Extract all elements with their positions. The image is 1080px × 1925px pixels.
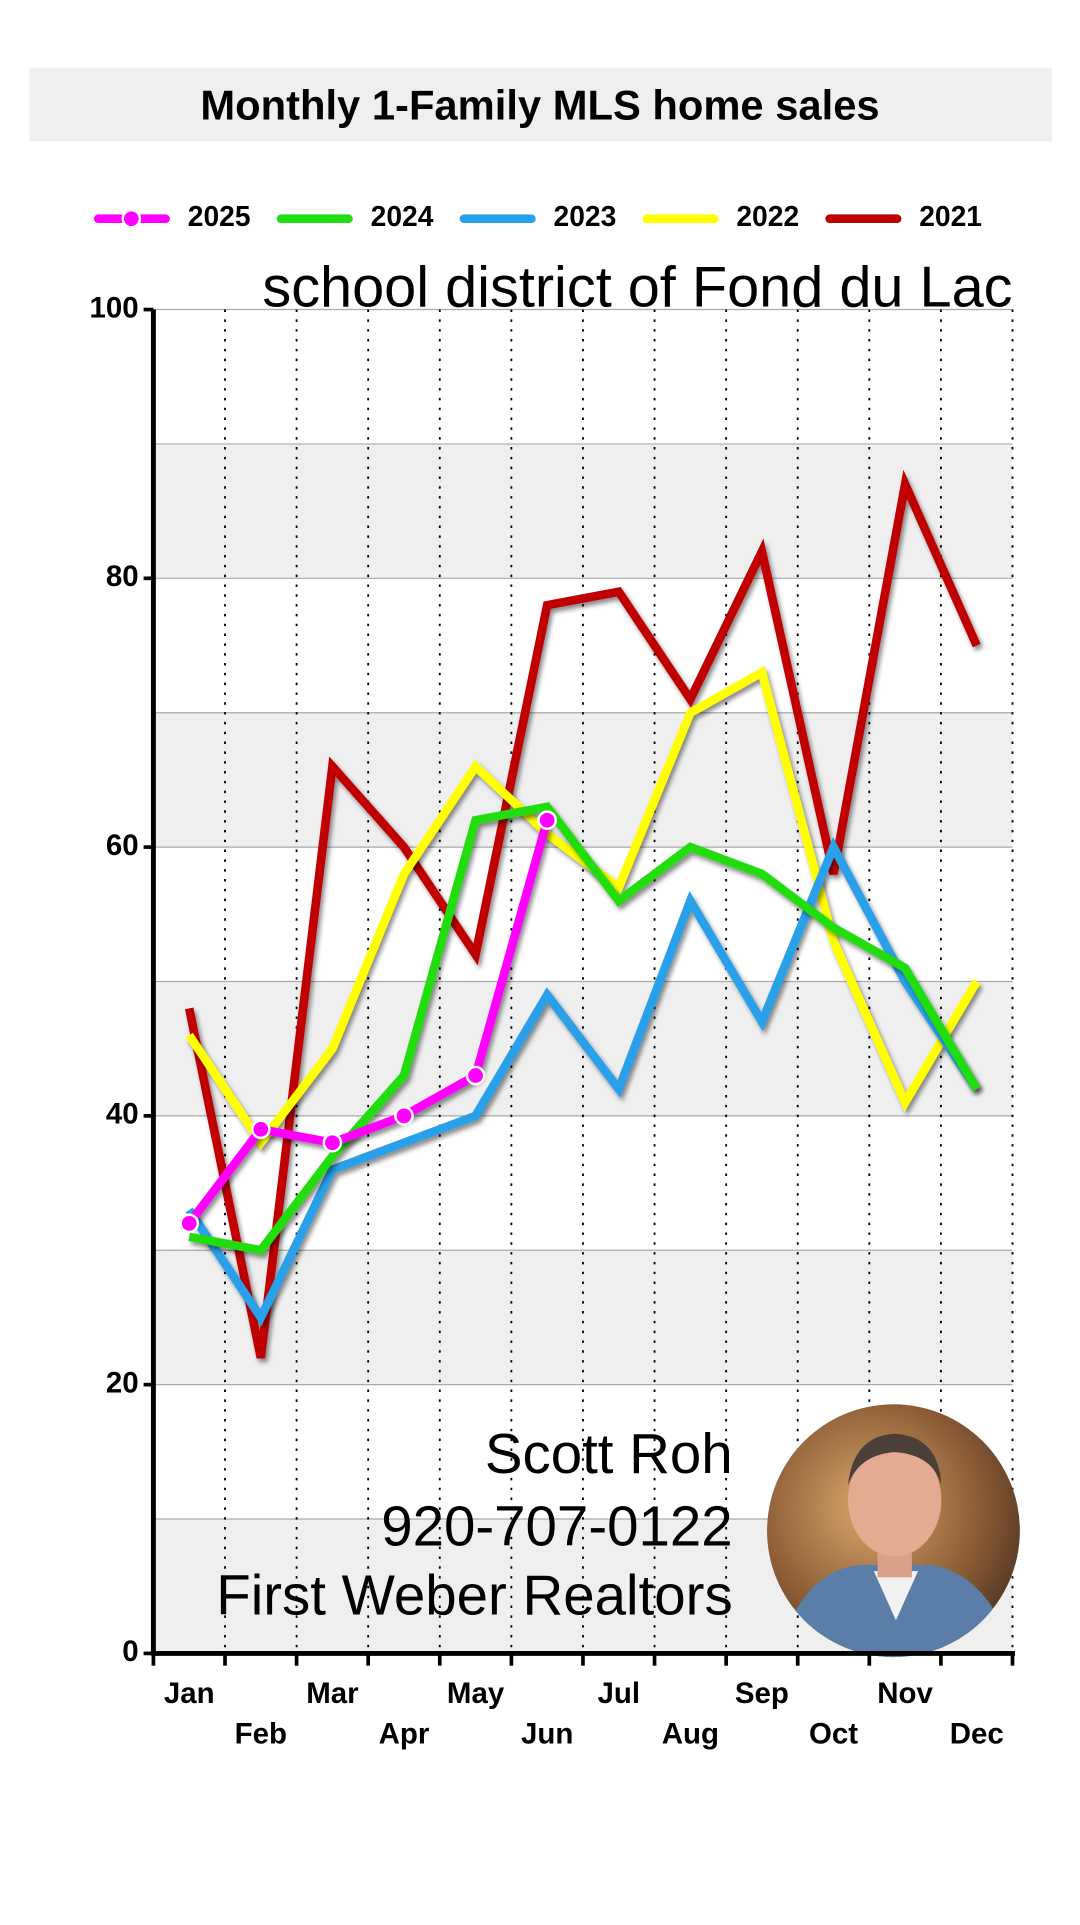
x-tick-label: Sep [735, 1677, 789, 1710]
agent-photo [767, 1404, 1020, 1658]
legend-label: 2022 [736, 200, 799, 232]
y-tick-label: 80 [106, 560, 139, 593]
chart-subtitle: school district of Fond du Lac [262, 255, 1012, 319]
series-marker [465, 1065, 486, 1086]
series-marker [394, 1106, 414, 1126]
series-line [185, 837, 981, 1327]
x-tick-label: Jun [521, 1717, 573, 1750]
x-tick-label: May [447, 1677, 505, 1710]
chart-title: Monthly 1-Family MLS home sales [200, 81, 879, 128]
y-tick-label: 60 [106, 829, 139, 862]
y-tick-label: 40 [106, 1098, 139, 1131]
legend-label: 2025 [188, 200, 251, 232]
legend-label: 2024 [371, 200, 434, 232]
x-tick-label: Oct [809, 1717, 858, 1750]
plot-band [153, 712, 1013, 848]
contact-name: Scott Roh [485, 1422, 733, 1485]
contact-company: First Weber Realtors [216, 1563, 732, 1626]
legend-marker [121, 208, 142, 229]
series-line [188, 802, 981, 1255]
y-tick-label: 100 [90, 291, 139, 324]
x-tick-label: Jul [597, 1677, 640, 1710]
series-line [185, 819, 552, 1226]
series-marker [322, 1132, 343, 1153]
series-line [184, 469, 981, 1359]
title-band [29, 67, 1052, 142]
x-tick-label: Mar [306, 1677, 359, 1710]
x-tick-label: Apr [379, 1717, 430, 1750]
legend-label: 2023 [554, 200, 617, 232]
contact-phone: 920-707-0122 [381, 1495, 732, 1558]
series-marker [537, 810, 557, 831]
lines [179, 469, 981, 1359]
y-tick-label: 0 [122, 1635, 138, 1668]
x-tick-label: Nov [877, 1677, 933, 1710]
x-tick-label: Feb [235, 1717, 287, 1750]
y-tick-label: 20 [106, 1366, 139, 1399]
plot-band [153, 443, 1013, 579]
legend-label: 2021 [919, 200, 982, 232]
series-marker [250, 1119, 271, 1140]
x-tick-label: Dec [950, 1717, 1004, 1750]
series-marker [179, 1213, 200, 1234]
x-tick-label: Jan [164, 1677, 215, 1710]
x-tick-label: Aug [662, 1717, 719, 1750]
